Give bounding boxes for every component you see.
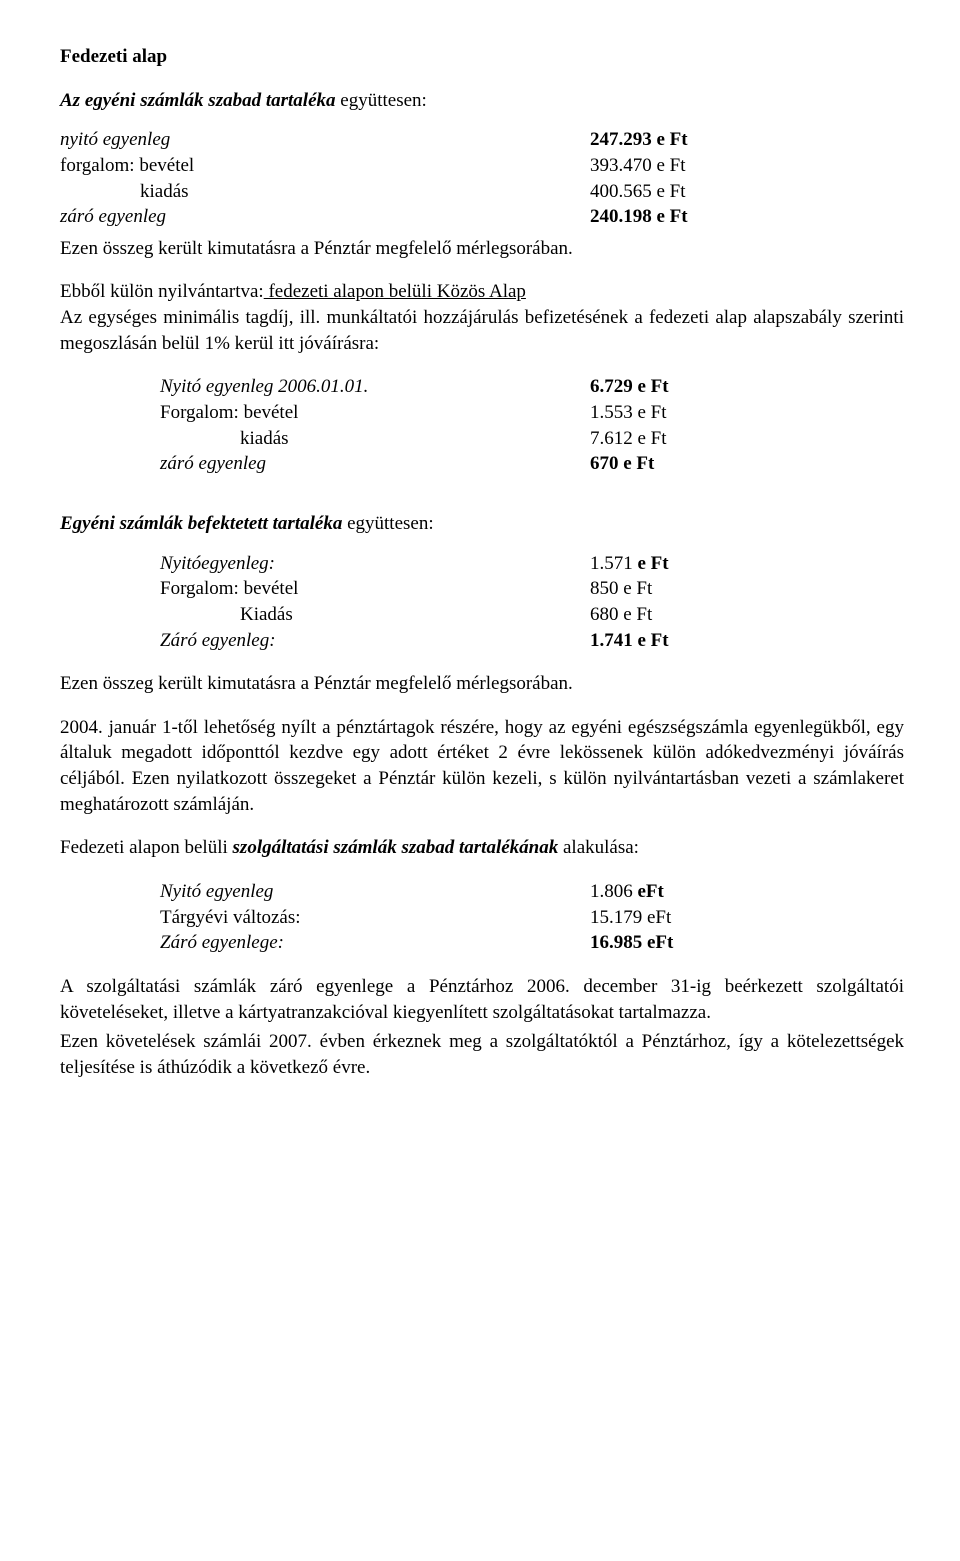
fin1-kiadas-value: 400.565 e Ft [590, 179, 686, 205]
fin2-kiadas-value: 7.612 e Ft [590, 426, 667, 452]
fin1-zaro-value: 240.198 e Ft [590, 204, 688, 230]
fin3-bevetel-label: Forgalom: bevétel [160, 576, 590, 602]
financial-block-4: Nyitó egyenleg 1.806 eFt Tárgyévi változ… [160, 879, 904, 956]
para5-b: alakulása: [558, 837, 639, 858]
fin2-zaro-label: záró egyenleg [160, 451, 590, 477]
fin1-bevetel-value: 393.470 e Ft [590, 153, 686, 179]
fin3-zaro-value: 1.741 e Ft [590, 628, 669, 654]
fin3-nyito-value: 1.571 e Ft [590, 551, 669, 577]
financial-block-1: nyitó egyenleg 247.293 e Ft forgalom: be… [60, 127, 904, 230]
fin3-kiadas-value: 680 e Ft [590, 602, 652, 628]
fin4-nyito-value: 1.806 eFt [590, 879, 664, 905]
fin2-zaro-value: 670 e Ft [590, 451, 654, 477]
fin1-bevetel-label: forgalom: bevétel [60, 153, 590, 179]
fin4-targy-label: Tárgyévi változás: [160, 905, 590, 931]
para5-a: Fedezeti alapon belüli [60, 837, 233, 858]
fin2-nyito-value: 6.729 e Ft [590, 374, 669, 400]
financial-block-2: Nyitó egyenleg 2006.01.01. 6.729 e Ft Fo… [160, 374, 904, 477]
para2-b: Az egységes minimális tagdíj, ill. munká… [60, 307, 904, 354]
subtitle-3-emph: Egyéni számlák befektetett tartaléka [60, 513, 342, 534]
fin4-zaro-label: Záró egyenlege: [160, 930, 590, 956]
para5-bi: szolgáltatási számlák szabad tartalékána… [233, 837, 559, 858]
fin4-zaro-value: 16.985 eFt [590, 930, 673, 956]
fin2-bevetel-value: 1.553 e Ft [590, 400, 667, 426]
subtitle-3-rest: együttesen: [342, 513, 433, 534]
fin1-nyito-value: 247.293 e Ft [590, 127, 688, 153]
para-nyilvantartva: Ebből külön nyilvántartva: fedezeti alap… [60, 279, 904, 356]
fin2-nyito-label: Nyitó egyenleg 2006.01.01. [160, 374, 590, 400]
para-2004: 2004. január 1-től lehetőség nyílt a pén… [60, 715, 904, 818]
subtitle-3: Egyéni számlák befektetett tartaléka egy… [60, 511, 904, 537]
after-block3-text: Ezen összeg került kimutatásra a Pénztár… [60, 671, 904, 697]
fin4-targy-value: 15.179 eFt [590, 905, 671, 931]
fin2-kiadas-label: kiadás [160, 426, 590, 452]
para-kovetelesek: Ezen követelések számlái 2007. évben érk… [60, 1029, 904, 1080]
subtitle-1: Az egyéni számlák szabad tartaléka együt… [60, 88, 904, 114]
fin3-nyito-label: Nyitóegyenleg: [160, 551, 590, 577]
fin1-zaro-label: záró egyenleg [60, 204, 590, 230]
fin4-nyito-label: Nyitó egyenleg [160, 879, 590, 905]
subtitle-1-rest: együttesen: [336, 90, 427, 111]
fin3-kiadas-label: Kiadás [160, 602, 590, 628]
fin1-nyito-label: nyitó egyenleg [60, 127, 590, 153]
heading-main: Fedezeti alap [60, 44, 904, 70]
para-szolg-zaro: A szolgáltatási számlák záró egyenlege a… [60, 974, 904, 1025]
subtitle-1-emph: Az egyéni számlák szabad tartaléka [60, 90, 336, 111]
para2-a: Ebből külön nyilvántartva: [60, 281, 264, 302]
financial-block-3: Nyitóegyenleg: 1.571 e Ft Forgalom: bevé… [160, 551, 904, 654]
para-fedezeti-szolg: Fedezeti alapon belüli szolgáltatási szá… [60, 835, 904, 861]
fin1-kiadas-label: kiadás [60, 179, 590, 205]
after-block1-text: Ezen összeg került kimutatásra a Pénztár… [60, 236, 904, 262]
fin2-bevetel-label: Forgalom: bevétel [160, 400, 590, 426]
fin3-bevetel-value: 850 e Ft [590, 576, 652, 602]
para2-underline: fedezeti alapon belüli Közös Alap [264, 281, 526, 302]
fin3-zaro-label: Záró egyenleg: [160, 628, 590, 654]
